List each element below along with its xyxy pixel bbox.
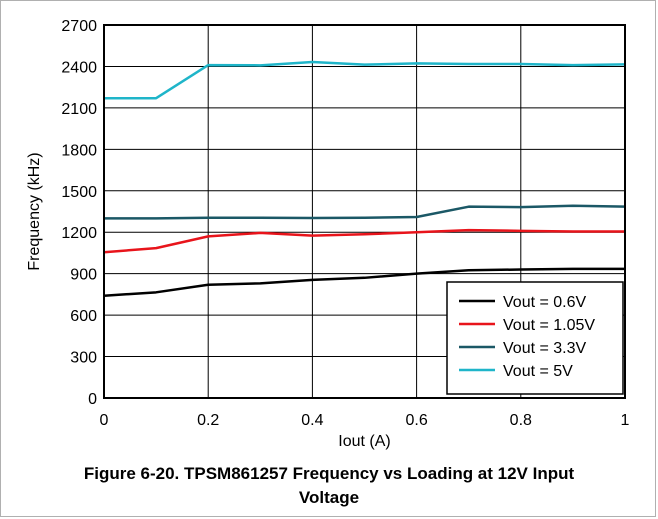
y-axis-label: Frequency (kHz) [26,152,43,270]
caption-line-1: Figure 6-20. TPSM861257 Frequency vs Loa… [83,464,575,483]
x-tick-label-2: 0.4 [301,412,323,429]
y-tick-label-8: 2400 [61,59,97,76]
y-tick-label-0: 0 [88,391,97,408]
x-tick-label-4: 0.8 [510,412,532,429]
series-lines [103,60,626,298]
legend-label-1: Vout = 1.05V [503,317,595,334]
x-axis-label: Iout (A) [338,433,390,450]
series-line-3 [104,60,626,100]
series-line-2 [104,204,626,220]
y-tick-label-6: 1800 [61,142,97,159]
x-tick-labels: 0 0.2 0.4 0.6 0.8 1 [100,412,630,429]
y-tick-label-1: 300 [70,350,97,367]
y-tick-label-2: 600 [70,308,97,325]
frequency-chart: 0 0.2 0.4 0.6 0.8 1 0 300 600 900 1200 1500 1800 210… [26,18,630,450]
plot-border [103,24,626,399]
x-tick-label-0: 0 [100,412,109,429]
figure-caption: Figure 6-20. TPSM861257 Frequency vs Loa… [0,462,658,510]
legend-label-0: Vout = 0.6V [503,294,587,311]
y-tick-labels: 0 300 600 900 1200 1500 1800 2100 2400 2700 [61,18,97,408]
y-tick-label-4: 1200 [61,225,97,242]
x-tick-label-5: 1 [621,412,630,429]
y-tick-label-7: 2100 [61,101,97,118]
x-tick-label-1: 0.2 [197,412,219,429]
y-tick-label-9: 2700 [61,18,97,35]
series-line-1 [103,228,625,254]
series-line-0 [103,267,625,298]
caption-line-2: Voltage [298,488,360,507]
legend-label-2: Vout = 3.3V [503,340,587,357]
x-tick-label-3: 0.6 [405,412,427,429]
y-tick-label-5: 1500 [61,184,97,201]
legend: Vout = 0.6V Vout = 1.05V Vout = 3.3V Vout =… [446,281,624,395]
legend-label-3: Vout = 5V [503,363,573,380]
y-tick-label-3: 900 [70,267,97,284]
